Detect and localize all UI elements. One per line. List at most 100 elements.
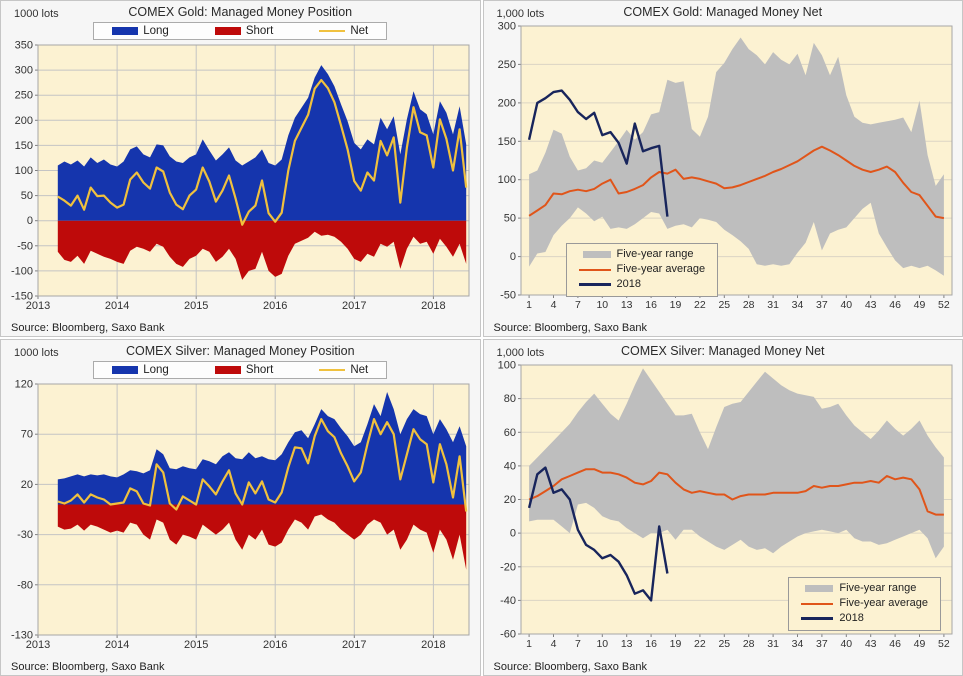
svg-text:-130: -130 (11, 630, 33, 642)
svg-text:-40: -40 (500, 595, 516, 607)
legend-label: 2018 (839, 612, 864, 624)
legend-label: Net (350, 25, 369, 37)
legend-item-range: Five-year range (575, 247, 706, 262)
svg-text:-20: -20 (500, 561, 516, 573)
svg-text:200: 200 (15, 115, 33, 127)
year-2018-line-swatch-icon (801, 617, 834, 620)
chart-title: COMEX Silver: Managed Money Net (620, 344, 825, 358)
svg-text:25: 25 (718, 638, 730, 650)
svg-text:20: 20 (21, 479, 33, 491)
gold-net-chart: 300 250 200 150 100 50 0 -50 1 4 7 10 13 16 19 22 25 28 31… (497, 21, 952, 311)
svg-text:-50: -50 (17, 240, 33, 252)
svg-text:0: 0 (509, 528, 515, 540)
svg-text:10: 10 (596, 638, 608, 650)
svg-text:70: 70 (21, 429, 33, 441)
legend: Five-year range Five-year average 2018 (565, 243, 719, 297)
svg-text:350: 350 (15, 40, 33, 52)
legend-item-2018: 2018 (797, 611, 928, 626)
legend-item-long: Long (112, 25, 169, 37)
svg-text:2018: 2018 (421, 639, 445, 651)
plot-area: 120 70 20 -30 -80 -130 2013 2014 2015 2016 2017 201… (4, 379, 477, 653)
svg-text:4: 4 (550, 299, 556, 311)
plot-area: 300 250 200 150 100 50 0 -50 1 4 7 10 13 16 19 22 25 28 31… (487, 21, 960, 313)
svg-text:-150: -150 (11, 291, 33, 303)
svg-text:-50: -50 (500, 290, 516, 302)
svg-text:19: 19 (669, 638, 681, 650)
svg-text:22: 22 (694, 299, 706, 311)
legend-item-long: Long (112, 364, 169, 376)
svg-text:49: 49 (913, 638, 925, 650)
legend-item-short: Short (214, 364, 273, 376)
legend-item-average: Five-year average (797, 596, 928, 611)
svg-text:37: 37 (816, 299, 828, 311)
svg-text:2016: 2016 (263, 300, 287, 312)
legend-label: Long (143, 25, 169, 37)
svg-text:7: 7 (574, 299, 580, 311)
legend-label: Five-year average (616, 263, 706, 275)
svg-text:13: 13 (620, 638, 632, 650)
svg-text:34: 34 (791, 638, 803, 650)
svg-text:46: 46 (889, 299, 901, 311)
range-swatch-icon (805, 585, 834, 592)
legend: Long Short Net (4, 21, 477, 40)
panel-gold-net: 1,000 lots COMEX Gold: Managed Money Net… (482, 0, 963, 337)
average-line-swatch-icon (801, 602, 834, 605)
svg-text:50: 50 (21, 190, 33, 202)
long-swatch-icon (112, 366, 139, 374)
svg-text:2015: 2015 (184, 639, 208, 651)
average-line-swatch-icon (578, 268, 611, 271)
svg-text:-30: -30 (17, 529, 33, 541)
svg-text:0: 0 (509, 251, 515, 263)
y-axis-units-label: 1000 lots (14, 8, 59, 20)
svg-text:28: 28 (742, 299, 754, 311)
legend-label: Five-year average (839, 597, 928, 609)
svg-text:46: 46 (889, 638, 901, 650)
legend-label: Net (350, 364, 369, 376)
short-swatch-icon (214, 27, 241, 35)
svg-text:-60: -60 (500, 629, 516, 641)
svg-text:2013: 2013 (26, 300, 50, 312)
svg-text:0: 0 (27, 215, 33, 227)
legend: Long Short Net (4, 360, 477, 379)
svg-text:2014: 2014 (105, 300, 129, 312)
plot-area: 350 300 250 200 150 100 50 0 -50 -100 -150 2013 2014… (4, 40, 477, 314)
legend-label: 2018 (616, 278, 641, 290)
svg-text:250: 250 (15, 90, 33, 102)
svg-text:-100: -100 (11, 265, 33, 277)
panel-header: 1000 lots COMEX Gold: Managed Money Posi… (4, 4, 477, 21)
svg-text:28: 28 (742, 638, 754, 650)
svg-text:43: 43 (864, 299, 876, 311)
source-label: Source: Bloomberg, Saxo Bank (11, 322, 165, 334)
panel-silver-net: 1,000 lots COMEX Silver: Managed Money N… (482, 339, 963, 676)
y-axis-units-label: 1000 lots (14, 347, 59, 359)
svg-text:43: 43 (864, 638, 876, 650)
svg-text:31: 31 (767, 299, 779, 311)
svg-text:-80: -80 (17, 579, 33, 591)
svg-text:300: 300 (497, 21, 515, 33)
svg-text:16: 16 (645, 638, 657, 650)
svg-text:52: 52 (938, 638, 950, 650)
net-line-swatch-icon (319, 368, 346, 372)
svg-text:80: 80 (503, 393, 515, 405)
svg-text:40: 40 (840, 299, 852, 311)
plot-area: 100 80 60 40 20 0 -20 -40 -60 1 4 7 10 13 16 19 22 25 28 31… (487, 360, 960, 652)
svg-text:1: 1 (526, 299, 532, 311)
panel-header: 1000 lots COMEX Silver: Managed Money Po… (4, 343, 477, 360)
svg-text:300: 300 (15, 65, 33, 77)
panel-header: 1,000 lots COMEX Gold: Managed Money Net (487, 4, 960, 21)
legend-item-range: Five-year range (797, 581, 928, 596)
svg-text:2016: 2016 (263, 639, 287, 651)
panel-gold-position: 1000 lots COMEX Gold: Managed Money Posi… (0, 0, 481, 337)
svg-text:2014: 2014 (105, 639, 129, 651)
panel-header: 1,000 lots COMEX Silver: Managed Money N… (487, 343, 960, 360)
long-swatch-icon (112, 27, 139, 35)
svg-text:4: 4 (550, 638, 556, 650)
y-axis-units-label: 1,000 lots (496, 8, 545, 20)
source-label: Source: Bloomberg, Saxo Bank (493, 322, 647, 334)
svg-text:7: 7 (574, 638, 580, 650)
svg-text:1: 1 (526, 638, 532, 650)
svg-text:2013: 2013 (26, 639, 50, 651)
y-axis-units-label: 1,000 lots (496, 347, 545, 359)
